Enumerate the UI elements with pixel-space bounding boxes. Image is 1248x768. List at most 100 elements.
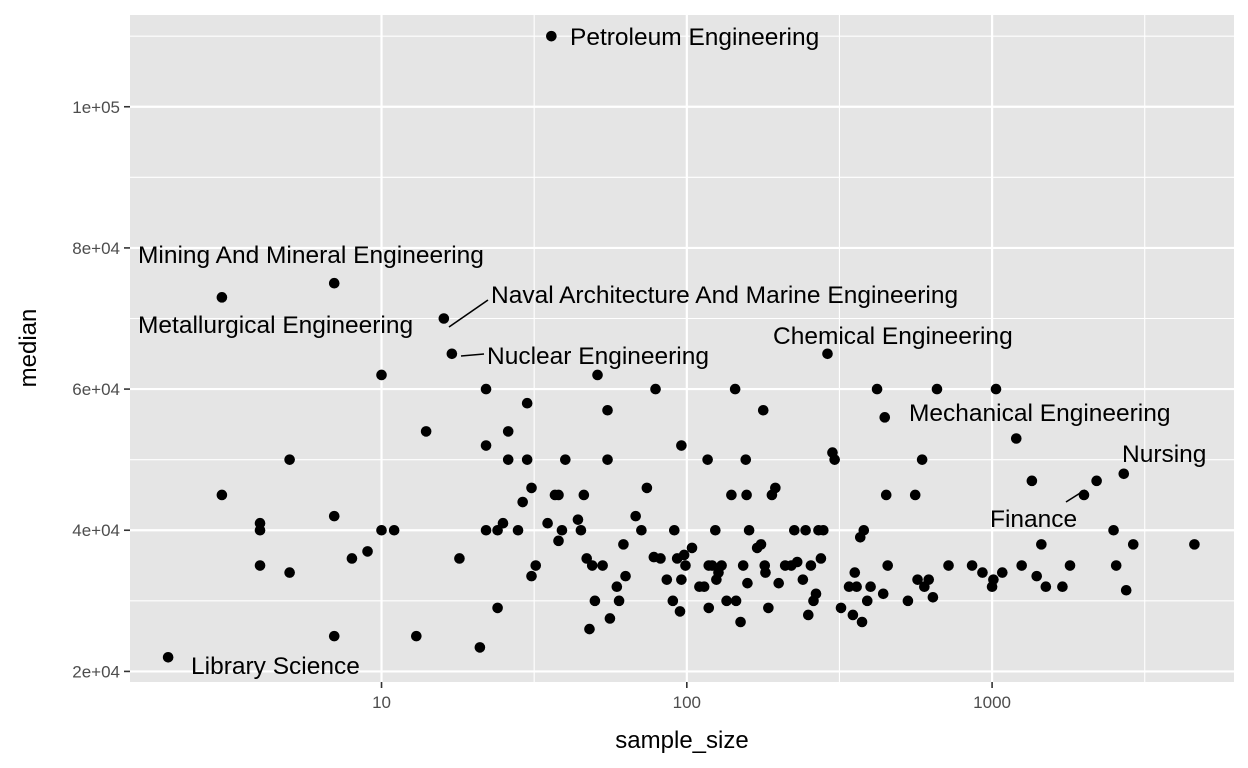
label-petroleum-engineering: Petroleum Engineering bbox=[570, 24, 819, 51]
data-point bbox=[702, 454, 713, 465]
x-tick-label: 10 bbox=[372, 693, 391, 712]
data-point bbox=[770, 482, 781, 494]
data-point bbox=[254, 560, 266, 571]
label-mechanical-engineering: Mechanical Engineering bbox=[909, 400, 1171, 427]
data-point bbox=[791, 556, 803, 568]
data-point bbox=[822, 348, 833, 360]
data-point bbox=[284, 567, 295, 578]
label-nursing: Nursing bbox=[1122, 441, 1206, 468]
data-point bbox=[815, 553, 827, 564]
data-point bbox=[438, 313, 450, 324]
data-point bbox=[818, 524, 829, 536]
data-point bbox=[553, 535, 564, 547]
data-point bbox=[726, 489, 737, 501]
data-point bbox=[1120, 584, 1132, 596]
data-points bbox=[162, 30, 1200, 663]
data-point bbox=[572, 514, 584, 525]
label-segment-naval bbox=[448, 299, 489, 328]
label-finance: Finance bbox=[990, 506, 1077, 533]
data-point bbox=[730, 595, 742, 607]
data-point bbox=[578, 489, 590, 501]
data-point bbox=[636, 524, 647, 536]
label-metallurgical-engineering: Metallurgical Engineering bbox=[138, 312, 413, 339]
data-point bbox=[1110, 560, 1122, 571]
point-labels: Petroleum Engineering Mining And Mineral… bbox=[138, 24, 1206, 680]
data-point bbox=[641, 482, 653, 494]
data-point bbox=[858, 524, 870, 536]
data-point bbox=[328, 630, 340, 642]
data-point bbox=[912, 574, 923, 585]
data-point bbox=[420, 426, 432, 437]
data-point bbox=[755, 539, 767, 550]
data-point bbox=[716, 560, 727, 571]
data-point bbox=[584, 623, 595, 635]
data-point bbox=[560, 454, 571, 465]
label-naval-architecture-and-marine-engineering: Naval Architecture And Marine Engineerin… bbox=[491, 282, 958, 309]
data-point bbox=[556, 524, 568, 536]
y-tick-label: 1e+05 bbox=[72, 98, 120, 117]
label-segment-finance bbox=[1065, 489, 1086, 503]
data-point bbox=[346, 553, 358, 564]
data-point bbox=[1057, 581, 1068, 593]
data-point bbox=[789, 524, 800, 536]
data-point bbox=[865, 581, 876, 593]
data-point bbox=[388, 524, 400, 536]
label-nuclear-engineering: Nuclear Engineering bbox=[487, 343, 709, 370]
data-point bbox=[618, 539, 629, 550]
data-point bbox=[512, 524, 524, 536]
data-point bbox=[362, 546, 373, 557]
data-point bbox=[620, 570, 631, 582]
x-axis: 10 100 1000 bbox=[372, 682, 1011, 712]
data-point bbox=[502, 454, 514, 465]
data-point bbox=[856, 616, 868, 628]
data-point bbox=[216, 292, 228, 303]
data-point bbox=[1118, 468, 1130, 480]
data-point bbox=[674, 606, 686, 617]
data-point bbox=[802, 609, 814, 621]
data-point bbox=[680, 560, 691, 571]
data-point bbox=[871, 383, 883, 395]
data-point bbox=[927, 592, 939, 603]
data-point bbox=[254, 524, 266, 536]
data-point bbox=[735, 616, 746, 628]
data-point bbox=[829, 454, 840, 465]
data-point bbox=[526, 570, 537, 582]
data-point bbox=[602, 454, 613, 465]
data-point bbox=[517, 496, 528, 508]
label-mining-and-mineral-engineering: Mining And Mineral Engineering bbox=[138, 242, 484, 269]
data-point bbox=[284, 454, 295, 465]
data-point bbox=[740, 454, 752, 465]
data-point bbox=[847, 609, 859, 621]
data-point bbox=[1031, 570, 1043, 582]
data-point bbox=[162, 651, 174, 663]
data-point bbox=[613, 595, 625, 607]
data-point bbox=[530, 560, 542, 571]
data-point bbox=[861, 595, 873, 607]
data-point bbox=[757, 404, 769, 416]
data-point bbox=[650, 383, 661, 395]
data-point bbox=[1010, 433, 1022, 444]
minor-gridlines bbox=[130, 15, 1234, 682]
x-axis-title: sample_size bbox=[615, 727, 748, 754]
y-tick-label: 8e+04 bbox=[72, 239, 120, 258]
data-point bbox=[877, 588, 889, 600]
data-point bbox=[597, 560, 608, 571]
data-point bbox=[411, 630, 422, 642]
label-segment-nuclear bbox=[460, 353, 485, 357]
data-point bbox=[698, 581, 710, 593]
data-point bbox=[480, 524, 492, 536]
data-point bbox=[542, 517, 553, 529]
data-point bbox=[1091, 475, 1102, 487]
data-point bbox=[763, 602, 774, 614]
data-point bbox=[923, 574, 935, 585]
data-point bbox=[909, 489, 921, 501]
data-point bbox=[760, 567, 771, 578]
data-point bbox=[835, 602, 847, 614]
data-point bbox=[880, 489, 892, 501]
major-gridlines bbox=[130, 15, 1234, 682]
data-point bbox=[604, 613, 616, 624]
data-point bbox=[678, 549, 690, 561]
data-point bbox=[851, 581, 862, 593]
data-point bbox=[1127, 539, 1139, 550]
data-point bbox=[602, 404, 613, 416]
